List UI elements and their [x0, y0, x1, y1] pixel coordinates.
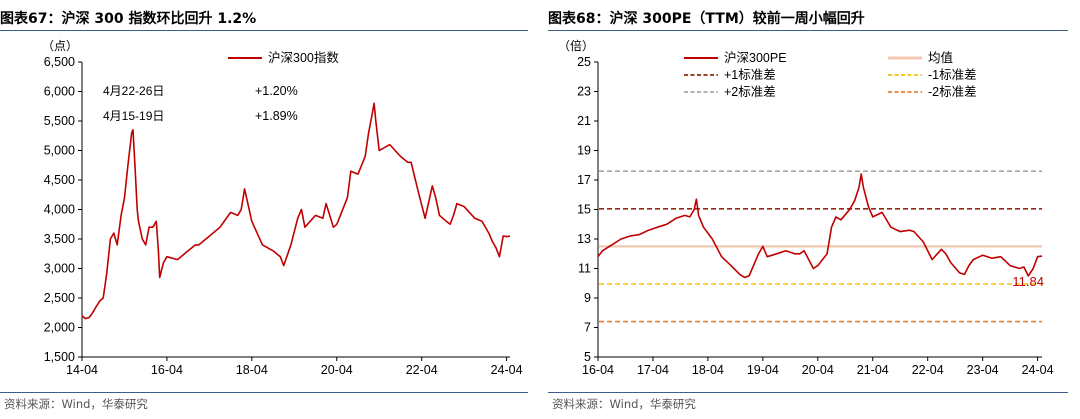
- right-title-rule: [548, 30, 1068, 31]
- left-y-tick-label: 3,000: [44, 262, 75, 276]
- left-y-tick-label: 6,000: [44, 85, 75, 99]
- right-y-tick-label: 9: [584, 291, 591, 305]
- left-series-line: [81, 102, 511, 320]
- right-legend-label-ref: 均值: [928, 50, 953, 65]
- left-y-tick-label: 2,000: [44, 321, 75, 335]
- right-last-value-label: 11.84: [1012, 274, 1044, 289]
- left-y-tick-label: 2,500: [44, 291, 75, 305]
- right-figure: 图表68：沪深 300PE（TTM）较前一周小幅回升 （倍） 5 7 9 11 13 15 1…: [548, 0, 1080, 419]
- left-x-tick-label: 18-04: [236, 363, 268, 377]
- left-y-unit: （点）: [42, 39, 78, 53]
- right-x-tick-label: 21-04: [857, 363, 889, 377]
- right-y-tick-label: 13: [577, 232, 591, 246]
- left-source-note: 资料来源：Wind，华泰研究: [4, 397, 148, 411]
- right-y-tick-label: 15: [577, 203, 591, 217]
- left-y-tick-label: 6,500: [44, 55, 75, 69]
- right-legend-label-ref: +1标准差: [724, 68, 776, 82]
- right-chart: （倍） 5 7 9 11 13 15 17 19 21 23 25 16-04 17-04 18-04 19-…: [558, 38, 1054, 377]
- left-y-tick-label: 5,500: [44, 114, 75, 128]
- left-title-rule: [0, 30, 528, 31]
- left-figure: 图表67：沪深 300 指数环比回升 1.2% （点） 1,500 2,000 2,5…: [0, 11, 528, 411]
- left-annotation-change: +1.89%: [255, 109, 298, 123]
- right-x-tick-label: 18-04: [692, 363, 724, 377]
- right-x-tick-label: 23-04: [967, 363, 999, 377]
- left-x-tick-label: 22-04: [406, 363, 438, 377]
- right-legend-label-ref: -1标准差: [928, 68, 977, 82]
- right-y-tick-label: 19: [577, 144, 591, 158]
- left-x-tick-label: 16-04: [151, 363, 183, 377]
- left-bottom-rule: [0, 392, 528, 393]
- left-x-tick-label: 14-04: [66, 363, 98, 377]
- right-legend-label-ref: +2标准差: [724, 85, 776, 99]
- right-x-tick-label: 22-04: [912, 363, 944, 377]
- right-bottom-rule: [548, 392, 1068, 393]
- right-x-tick-label: 19-04: [747, 363, 779, 377]
- left-legend-label: 沪深300指数: [268, 50, 339, 65]
- left-chart: （点） 1,500 2,000 2,500 3,000 3,500 4,000 4,500 5,…: [42, 39, 523, 377]
- left-x-tick-label: 20-04: [321, 363, 353, 377]
- left-figure-title: 图表67：沪深 300 指数环比回升 1.2%: [0, 11, 257, 27]
- right-y-tick-label: 21: [577, 114, 591, 128]
- left-annotation-change: +1.20%: [255, 84, 298, 98]
- left-annotation-period: 4月15-19日: [103, 109, 164, 123]
- right-x-tick-label: 16-04: [582, 363, 614, 377]
- right-y-tick-label: 11: [578, 262, 591, 276]
- right-y-tick-label: 7: [584, 321, 591, 335]
- right-y-tick-label: 17: [577, 173, 591, 187]
- right-x-tick-label: 24-04: [1022, 363, 1054, 377]
- left-y-tick-label: 4,000: [44, 203, 75, 217]
- right-y-tick-label: 23: [577, 85, 591, 99]
- left-y-tick-label: 1,500: [44, 350, 75, 364]
- left-y-tick-label: 3,500: [44, 232, 75, 246]
- right-series-line: [597, 173, 1043, 279]
- left-y-tick-label: 5,000: [44, 144, 75, 158]
- right-figure-title: 图表68：沪深 300PE（TTM）较前一周小幅回升: [548, 11, 865, 27]
- left-annotation-period: 4月22-26日: [103, 84, 164, 98]
- right-source-note: 资料来源：Wind，华泰研究: [552, 397, 696, 411]
- left-y-tick-label: 4,500: [44, 173, 75, 187]
- left-x-tick-label: 24-04: [491, 363, 523, 377]
- right-x-tick-label: 17-04: [637, 363, 669, 377]
- right-y-tick-label: 25: [577, 55, 591, 69]
- right-legend-label-ref: -2标准差: [928, 85, 977, 99]
- right-y-unit: （倍）: [558, 38, 594, 53]
- right-x-tick-label: 20-04: [802, 363, 834, 377]
- right-legend-label-series: 沪深300PE: [724, 51, 787, 65]
- right-y-tick-label: 5: [584, 350, 591, 364]
